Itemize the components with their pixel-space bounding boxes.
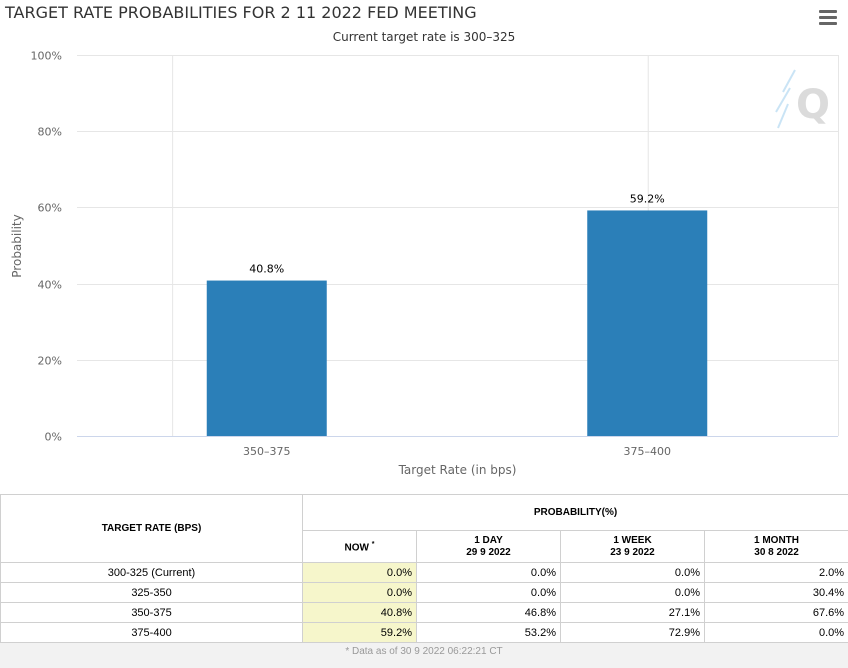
chart-subtitle: Current target rate is 300–325 [332, 30, 516, 44]
svg-text:Q: Q [796, 82, 830, 128]
one-month-label: 1 MONTH [754, 534, 800, 546]
rate-cell: 350-375 [0, 602, 303, 623]
chart-title: TARGET RATE PROBABILITIES FOR 2 11 2022 … [5, 3, 477, 22]
y-tick-label: 60% [38, 202, 62, 215]
y-tick-label: 40% [38, 279, 62, 292]
month-cell: 67.6% [703, 602, 848, 623]
one-month-header: 1 MONTH 30 8 2022 [703, 530, 848, 563]
week-cell: 0.0% [560, 582, 705, 603]
month-cell: 0.0% [703, 622, 848, 643]
bar-data-label: 40.8% [249, 263, 284, 276]
one-week-label: 1 WEEK [613, 534, 652, 546]
chart-area: Q 0% 20% 40% 60% 80% 100% 40.8% 350–375 59.2% 375–… [5, 3, 839, 477]
week-cell: 27.1% [560, 602, 705, 623]
x-tick-label: 350–375 [243, 445, 291, 458]
x-tick-label: 375–400 [624, 445, 672, 458]
x-axis-title: Target Rate (in bps) [398, 463, 517, 477]
day-cell: 0.0% [416, 582, 561, 603]
now-cell: 40.8% [302, 602, 417, 623]
one-week-date: 23 9 2022 [610, 546, 655, 558]
probability-table: TARGET RATE (BPS) PROBABILITY(%) NOW * 1… [0, 494, 848, 643]
probability-table-area: TARGET RATE (BPS) PROBABILITY(%) NOW * 1… [0, 494, 848, 668]
q-logo-icon: Q [775, 69, 830, 129]
table-row: 375-400 59.2% 53.2% 72.9% 0.0% [0, 622, 848, 643]
one-week-header: 1 WEEK 23 9 2022 [560, 530, 705, 563]
bar [587, 210, 708, 436]
table-row: 350-375 40.8% 46.8% 27.1% 67.6% [0, 602, 848, 623]
y-tick-label: 100% [31, 50, 62, 63]
now-cell: 0.0% [302, 582, 417, 603]
now-cell: 0.0% [302, 562, 417, 583]
week-cell: 72.9% [560, 622, 705, 643]
data-timestamp-footnote: * Data as of 30 9 2022 06:22:21 CT [345, 646, 503, 657]
table-row: 300-325 (Current) 0.0% 0.0% 0.0% 2.0% [0, 562, 848, 583]
bar-chart: Q 0% 20% 40% 60% 80% 100% 40.8% 350–375 59.2% 375–… [10, 50, 839, 477]
bar [206, 280, 327, 436]
one-month-date: 30 8 2022 [754, 546, 799, 558]
now-header: NOW * [302, 530, 417, 563]
table-row: 325-350 0.0% 0.0% 0.0% 30.4% [0, 582, 848, 603]
day-cell: 46.8% [416, 602, 561, 623]
one-day-label: 1 DAY [474, 534, 503, 546]
week-cell: 0.0% [560, 562, 705, 583]
probability-header: PROBABILITY(%) [301, 494, 848, 531]
hamburger-menu-icon[interactable] [819, 10, 837, 26]
one-day-date: 29 9 2022 [466, 546, 511, 558]
rate-cell: 325-350 [0, 582, 303, 603]
one-day-header: 1 DAY 29 9 2022 [416, 530, 561, 563]
bar-data-label: 59.2% [630, 192, 665, 205]
now-asterisk: * [371, 540, 375, 548]
now-cell: 59.2% [302, 622, 417, 643]
y-tick-label: 0% [45, 431, 62, 444]
day-cell: 0.0% [416, 562, 561, 583]
now-header-label: NOW [344, 542, 369, 554]
y-tick-label: 80% [38, 126, 62, 139]
day-cell: 53.2% [416, 622, 561, 643]
rate-cell: 375-400 [0, 622, 303, 643]
target-rate-header: TARGET RATE (BPS) [0, 494, 303, 563]
rate-cell: 300-325 (Current) [0, 562, 303, 583]
y-axis-title: Probability [10, 214, 24, 277]
y-tick-label: 20% [38, 355, 62, 368]
month-cell: 2.0% [703, 562, 848, 583]
month-cell: 30.4% [703, 582, 848, 603]
